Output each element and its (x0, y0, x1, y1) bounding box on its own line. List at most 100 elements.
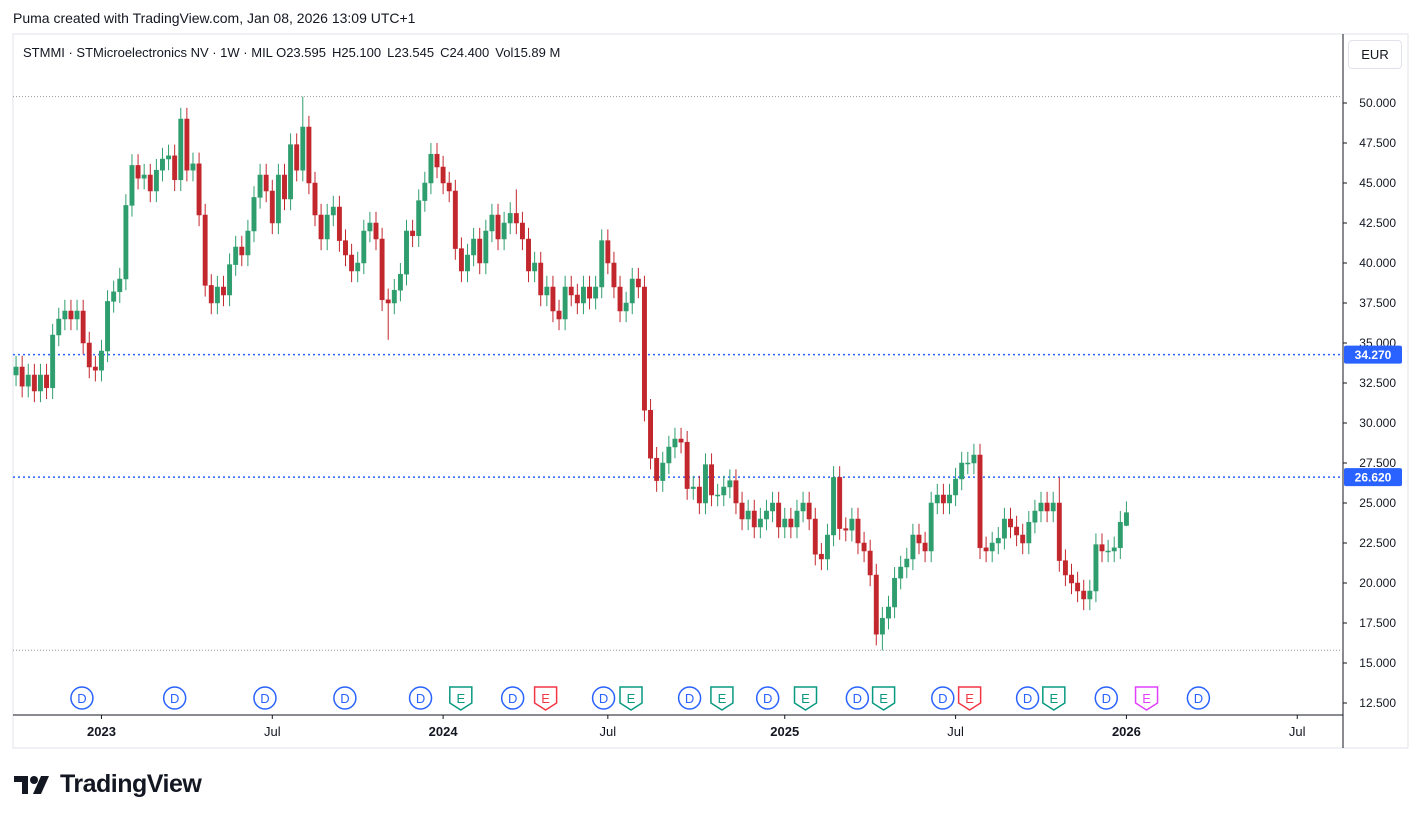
candle-body (770, 502, 776, 512)
dividend-marker[interactable]: D (755, 686, 780, 710)
candle-body (928, 502, 934, 552)
candle-body (129, 165, 135, 206)
event-label: E (541, 691, 550, 706)
dividend-marker[interactable]: D (931, 686, 955, 710)
candle-body (13, 366, 19, 376)
earnings-marker[interactable]: E (871, 686, 896, 711)
candle-body (1062, 560, 1068, 576)
candle-body (526, 238, 531, 272)
earnings-marker[interactable]: E (957, 686, 982, 711)
event-label: D (599, 691, 608, 706)
candle-body (654, 457, 660, 481)
legend: STMMI · STMicroelectronics NV · 1W · MIL… (23, 45, 566, 60)
event-label: E (879, 691, 888, 706)
candle-body (660, 462, 666, 481)
candle-body (355, 262, 361, 272)
candle-body (727, 480, 733, 488)
dividend-marker[interactable]: D (253, 686, 277, 710)
candle-body (611, 262, 617, 288)
candle-body (141, 174, 147, 179)
y-tick-label: 17.500 (1359, 616, 1396, 630)
ohlc-label: Vol (495, 45, 514, 60)
candle-body (849, 518, 855, 531)
event-shape (710, 686, 734, 711)
header-text: Puma created with TradingView.com, Jan 0… (13, 10, 416, 26)
candle-body (422, 182, 428, 201)
event-label: D (1102, 691, 1111, 706)
event-label: E (627, 691, 636, 706)
candle-body (190, 163, 196, 171)
candle-body (922, 542, 928, 552)
x-tick-label: Jul (600, 724, 617, 739)
event-shape (793, 686, 818, 711)
candle-body (269, 190, 275, 224)
level-label: 26.620 (1355, 471, 1392, 485)
y-tick-label: 20.000 (1359, 576, 1396, 590)
ohlc-item: C24.400 (440, 45, 489, 60)
candle-body (672, 438, 678, 448)
level-label: 34.270 (1355, 348, 1392, 362)
earnings-marker[interactable]: E (1042, 686, 1066, 711)
candle-body (886, 606, 891, 619)
earnings-marker[interactable]: E (449, 686, 473, 711)
candle-body (898, 566, 904, 579)
dividend-marker[interactable]: D (1094, 686, 1119, 710)
candle-body (202, 214, 208, 286)
dividend-marker[interactable]: D (162, 686, 187, 710)
event-shape (533, 686, 558, 711)
candle-body (1105, 550, 1111, 553)
candle-body (989, 542, 995, 552)
currency-button[interactable]: EUR (1348, 40, 1402, 69)
candle-body (1001, 518, 1007, 539)
earnings-marker[interactable]: E (793, 686, 818, 711)
event-label: D (763, 691, 772, 706)
dividend-marker[interactable]: D (1186, 686, 1211, 710)
dividend-marker[interactable]: D (70, 686, 94, 710)
dividend-marker[interactable]: D (408, 686, 433, 710)
candle-body (257, 174, 263, 198)
candle-body (709, 464, 715, 496)
candle-body (800, 502, 806, 512)
earnings-marker[interactable]: E (619, 686, 643, 711)
event-shape (70, 686, 94, 710)
event-shape (871, 686, 896, 711)
dividend-marker[interactable]: D (845, 686, 870, 710)
dividend-marker[interactable]: D (1015, 686, 1040, 710)
dividend-marker[interactable]: D (677, 686, 702, 710)
candle-body (160, 158, 165, 171)
candle-body (44, 374, 50, 389)
dividend-marker[interactable]: D (591, 686, 616, 710)
candle-body (288, 144, 294, 200)
candle-body (117, 278, 123, 293)
candle-body (605, 240, 611, 264)
event-label: D (260, 691, 269, 706)
candle-body (147, 174, 153, 192)
candle-body (648, 409, 653, 459)
candle-body (538, 262, 544, 296)
candle-body (239, 246, 245, 256)
ohlc-value: 23.595 (286, 45, 326, 60)
candle-body (434, 153, 440, 168)
y-tick-label: 50.000 (1359, 96, 1396, 110)
earnings-marker[interactable]: E (1134, 686, 1159, 711)
candle-body (153, 169, 159, 192)
earnings-marker[interactable]: E (710, 686, 734, 711)
candle-body (696, 486, 702, 504)
x-tick-label: Jul (264, 724, 281, 739)
candle-body (367, 222, 373, 232)
candle-body (873, 574, 879, 635)
candle-body (410, 230, 416, 237)
candle-body (50, 334, 56, 389)
candle-body (1050, 502, 1056, 512)
ohlc-values: O23.595 H25.100 L23.545 C24.400 Vol15.89 M (276, 45, 566, 60)
earnings-marker[interactable]: E (533, 686, 558, 711)
candle-body (166, 155, 172, 160)
dividend-marker[interactable]: D (500, 686, 525, 710)
dividend-marker[interactable]: D (333, 686, 357, 710)
x-tick-label: 2026 (1112, 724, 1141, 739)
candle-body (404, 230, 409, 275)
candle-body (843, 528, 849, 531)
candle-body (74, 310, 80, 320)
event-shape (1186, 686, 1211, 710)
